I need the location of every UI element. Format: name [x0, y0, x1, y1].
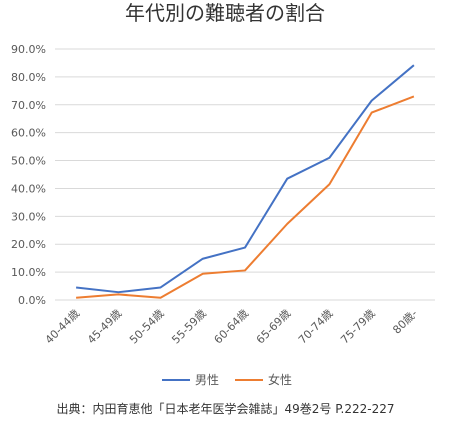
chart-title: 年代別の難聴者の割合	[125, 1, 325, 25]
series-line	[76, 95, 415, 299]
x-tick-label: 80歳-	[390, 307, 420, 337]
x-tick-label: 45-49歳	[85, 307, 125, 347]
y-tick-label: 70.0%	[11, 99, 46, 112]
y-tick-label: 20.0%	[11, 238, 46, 251]
y-tick-label: 60.0%	[11, 127, 46, 140]
x-tick-label: 55-59歳	[169, 307, 209, 347]
x-tick-label: 40-44歳	[43, 307, 83, 347]
legend: 男性 女性	[162, 372, 292, 387]
y-tick-label: 40.0%	[11, 182, 46, 195]
x-tick-label: 75-79歳	[338, 307, 378, 347]
x-tick-label: 60-64歳	[212, 307, 252, 347]
legend-label: 女性	[268, 372, 292, 387]
x-axis: 40-44歳 45-49歳 50-54歳 55-59歳 60-64歳 65-69歳 70-7…	[43, 307, 420, 347]
y-tick-label: 50.0%	[11, 155, 46, 168]
series-line	[75, 64, 415, 294]
x-tick-label: 65-69歳	[254, 307, 294, 347]
y-tick-label: 80.0%	[11, 71, 46, 84]
gridlines	[55, 48, 435, 301]
y-axis: 0.0% 10.0% 20.0% 30.0% 40.0% 50.0% 60.0% 70.0% 8…	[11, 43, 46, 307]
x-tick-label: 50-54歳	[127, 307, 167, 347]
y-tick-label: 30.0%	[11, 210, 46, 223]
y-tick-label: 90.0%	[11, 43, 46, 56]
x-tick-label: 70-74歳	[296, 307, 336, 347]
y-tick-label: 10.0%	[11, 266, 46, 279]
source-note: 出典：内田育恵他「日本老年医学会雑誌」49巻2号 P.222-227	[56, 402, 395, 416]
series-lines	[75, 64, 415, 299]
y-tick-label: 0.0%	[18, 294, 46, 307]
legend-label: 男性	[195, 373, 219, 387]
